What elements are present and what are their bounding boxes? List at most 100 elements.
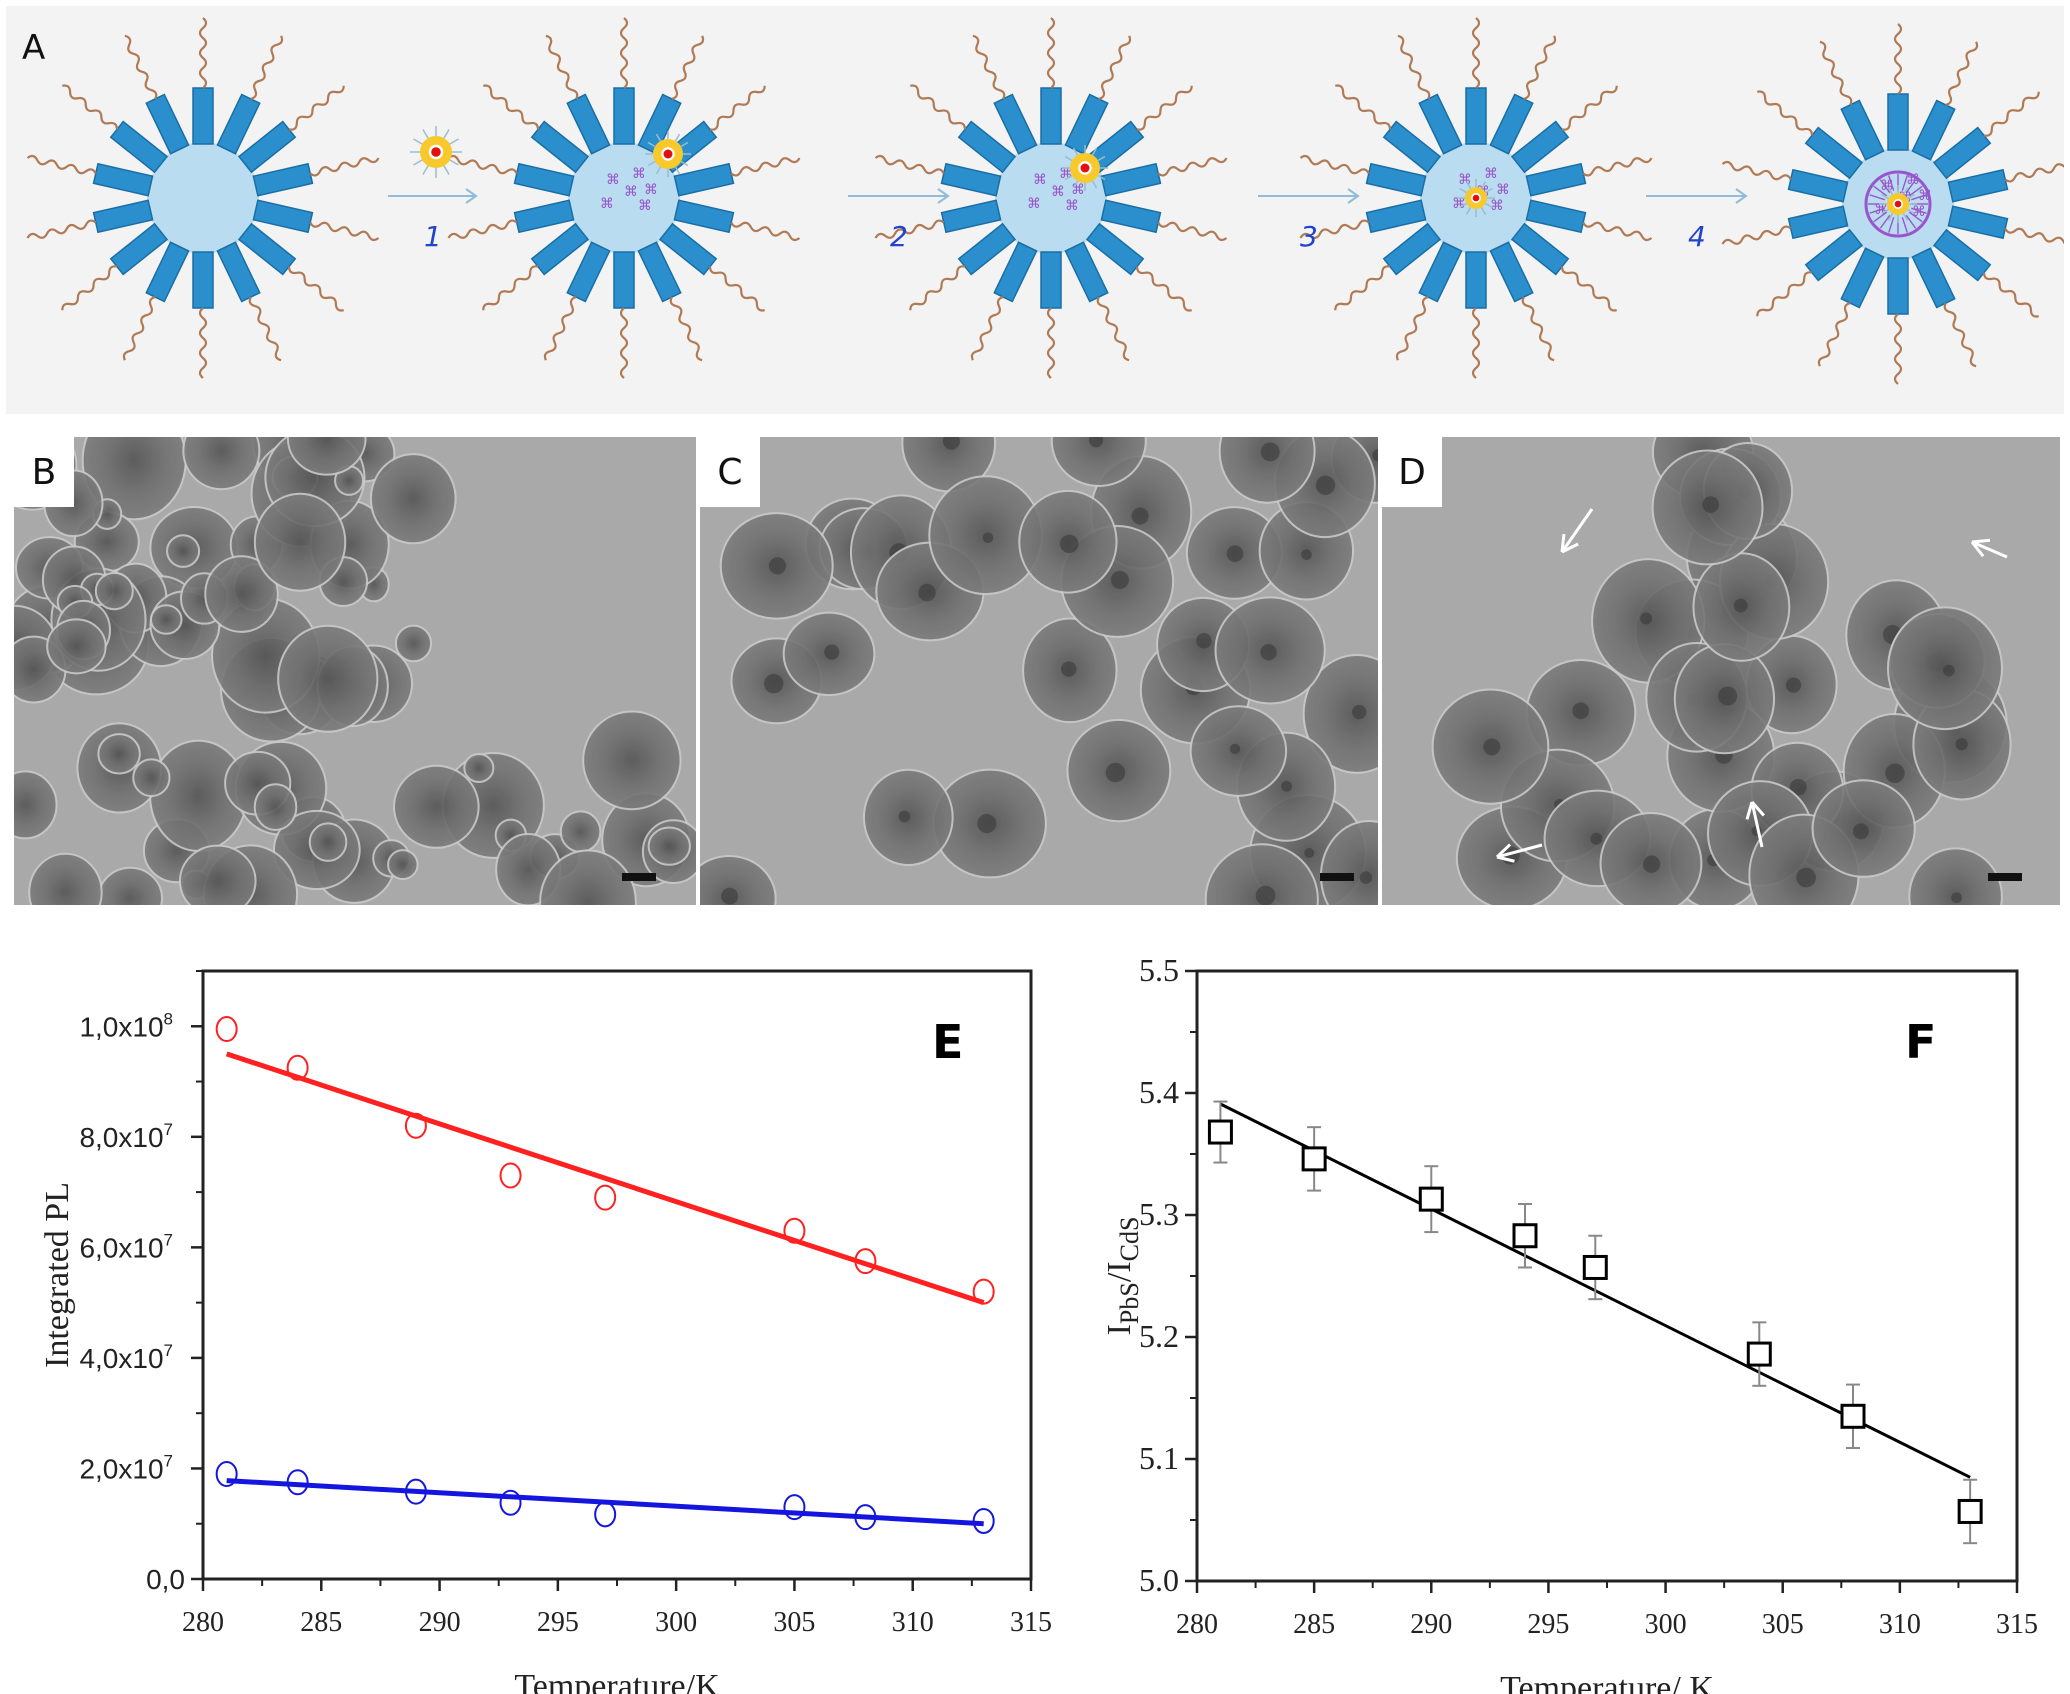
y-tick-label: 5.3 xyxy=(1139,1196,1179,1232)
step-arrow-3: 3 xyxy=(1258,188,1360,253)
data-point xyxy=(1207,1119,1233,1145)
micelle-3: ⌘ ⌘⌘ ⌘⌘ ⌘ xyxy=(874,17,1228,379)
y-tick-label: 2,0x107 xyxy=(79,1451,173,1484)
step-number: 2 xyxy=(890,220,908,253)
x-tick-label: 315 xyxy=(1010,1607,1052,1638)
series-blue xyxy=(215,1460,995,1534)
step-number: 4 xyxy=(1688,220,1706,253)
white-arrow-icon xyxy=(1560,508,1594,554)
data-point xyxy=(1957,1498,1983,1524)
y-tick-label: 1,0x108 xyxy=(79,1009,173,1042)
data-point xyxy=(1418,1186,1444,1212)
svg-text:⌘: ⌘ xyxy=(1452,196,1466,212)
data-point xyxy=(286,1469,309,1496)
x-tick-label: 300 xyxy=(655,1607,697,1638)
data-point xyxy=(783,1217,806,1244)
svg-text:⌘: ⌘ xyxy=(1458,172,1472,188)
svg-text:⌘: ⌘ xyxy=(1496,182,1510,198)
y-axis-label: IPbS/ICdS xyxy=(1101,1217,1144,1336)
data-point xyxy=(499,1489,522,1516)
micelle-2: ⌘ ⌘⌘ ⌘⌘ ⌘ xyxy=(447,17,801,379)
data-point xyxy=(215,1460,238,1487)
tem-micrograph-b xyxy=(14,437,696,905)
svg-text:⌘: ⌘ xyxy=(600,196,614,212)
svg-text:⌘: ⌘ xyxy=(644,182,658,198)
scale-bar-d xyxy=(1988,873,2022,881)
data-point xyxy=(972,1507,995,1534)
fit-line xyxy=(225,1051,985,1306)
y-tick-label: 0,0 xyxy=(146,1564,185,1595)
y-tick-label: 5.2 xyxy=(1139,1318,1179,1354)
panel-label-d: D xyxy=(1382,437,1442,507)
white-arrow-icon xyxy=(1970,538,2008,559)
y-tick-label: 5.1 xyxy=(1139,1440,1179,1476)
x-tick-label: 280 xyxy=(182,1607,224,1638)
x-axis-label: Temperature/K xyxy=(514,1668,720,1694)
x-tick-label: 315 xyxy=(1996,1609,2038,1640)
tem-micrograph-d xyxy=(1382,437,2060,905)
y-tick-label: 4,0x107 xyxy=(79,1341,173,1374)
x-axis-label: Temperature/ K xyxy=(1500,1670,1714,1694)
data-point xyxy=(594,1501,617,1528)
charts-e-f: 280 285 290 295 300 305 310 315 0,0 2,0x107 4,0x10… xyxy=(39,952,2038,1694)
y-tick-label: 8,0x107 xyxy=(79,1120,173,1153)
tem-micrograph-c xyxy=(700,437,1378,905)
panel-label-f: F xyxy=(1905,1015,1936,1069)
svg-text:⌘: ⌘ xyxy=(1071,182,1085,198)
svg-text:⌘: ⌘ xyxy=(1065,198,1079,214)
svg-text:⌘: ⌘ xyxy=(1059,166,1073,182)
step-number: 3 xyxy=(1300,220,1318,253)
svg-text:⌘: ⌘ xyxy=(1027,196,1041,212)
panel-label-a: A xyxy=(22,28,46,68)
tem-image-c: C xyxy=(700,437,1378,905)
series-red xyxy=(215,1016,995,1306)
x-tick-label: 280 xyxy=(1176,1609,1218,1640)
step-arrow-4: 4 xyxy=(1646,188,1748,253)
panel-label-b: B xyxy=(14,437,74,507)
x-tick-label: 290 xyxy=(419,1607,461,1638)
svg-text:⌘: ⌘ xyxy=(1490,198,1504,214)
data-point xyxy=(783,1494,806,1521)
x-tick-label: 295 xyxy=(537,1607,579,1638)
step-arrow-2: 2 xyxy=(848,188,950,253)
x-tick-label: 285 xyxy=(1293,1609,1335,1640)
data-point xyxy=(1582,1254,1608,1280)
panel-label-e: E xyxy=(932,1015,963,1069)
data-point xyxy=(215,1016,238,1043)
tem-image-d: D xyxy=(1382,437,2060,905)
step-number: 1 xyxy=(424,220,442,253)
x-tick-label: 310 xyxy=(1879,1609,1921,1640)
svg-text:⌘: ⌘ xyxy=(632,166,646,182)
data-point xyxy=(499,1162,522,1189)
x-tick-label: 305 xyxy=(1762,1609,1804,1640)
data-point xyxy=(854,1504,877,1531)
y-axis-label: Integrated PL xyxy=(39,1182,76,1368)
svg-text:⌘: ⌘ xyxy=(624,184,638,200)
data-point xyxy=(1840,1403,1866,1429)
x-tick-label: 295 xyxy=(1527,1609,1569,1640)
svg-text:⌘: ⌘ xyxy=(1484,166,1498,182)
tem-image-b: B xyxy=(14,437,696,905)
y-tick-label: 5.4 xyxy=(1139,1074,1179,1110)
x-tick-label: 310 xyxy=(892,1607,934,1638)
y-tick-label: 5.0 xyxy=(1139,1562,1179,1598)
data-point xyxy=(854,1248,877,1275)
white-arrow-icon xyxy=(1495,843,1543,863)
chart-f-intensity-ratio: 280 285 290 295 300 305 310 315 5.0 5.1 5.2 5.3 5.4 5… xyxy=(1101,952,2038,1694)
data-point xyxy=(1512,1223,1538,1249)
x-tick-label: 290 xyxy=(1410,1609,1452,1640)
chart-e-integrated-pl: 280 285 290 295 300 305 310 315 0,0 2,0x107 4,0x10… xyxy=(39,969,1052,1694)
svg-text:⌘: ⌘ xyxy=(1906,172,1920,188)
data-point xyxy=(1746,1341,1772,1367)
x-tick-label: 305 xyxy=(773,1607,815,1638)
svg-text:⌘: ⌘ xyxy=(606,172,620,188)
data-point xyxy=(404,1112,427,1139)
micelle-4: ⌘⌘⌘⌘⌘⌘ xyxy=(1299,17,1653,379)
panel-label-c: C xyxy=(700,437,760,507)
step-arrow-1: 1 xyxy=(388,188,478,253)
quantum-dot-icon xyxy=(410,126,462,178)
svg-text:⌘: ⌘ xyxy=(638,198,652,214)
micelle-5: ⌘⌘⌘⌘⌘⌘ xyxy=(1721,23,2070,385)
